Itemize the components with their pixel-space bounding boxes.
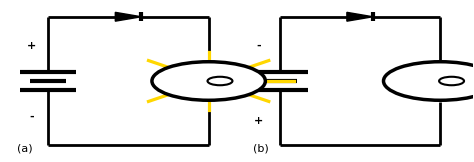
Text: (a): (a) — [17, 144, 32, 153]
Text: +: + — [27, 41, 36, 51]
Text: +: + — [254, 116, 263, 126]
Polygon shape — [115, 12, 141, 21]
Polygon shape — [347, 12, 373, 21]
Circle shape — [152, 62, 265, 100]
Circle shape — [383, 62, 474, 100]
Text: -: - — [256, 41, 261, 51]
Text: -: - — [29, 111, 34, 121]
Text: (b): (b) — [253, 144, 268, 153]
